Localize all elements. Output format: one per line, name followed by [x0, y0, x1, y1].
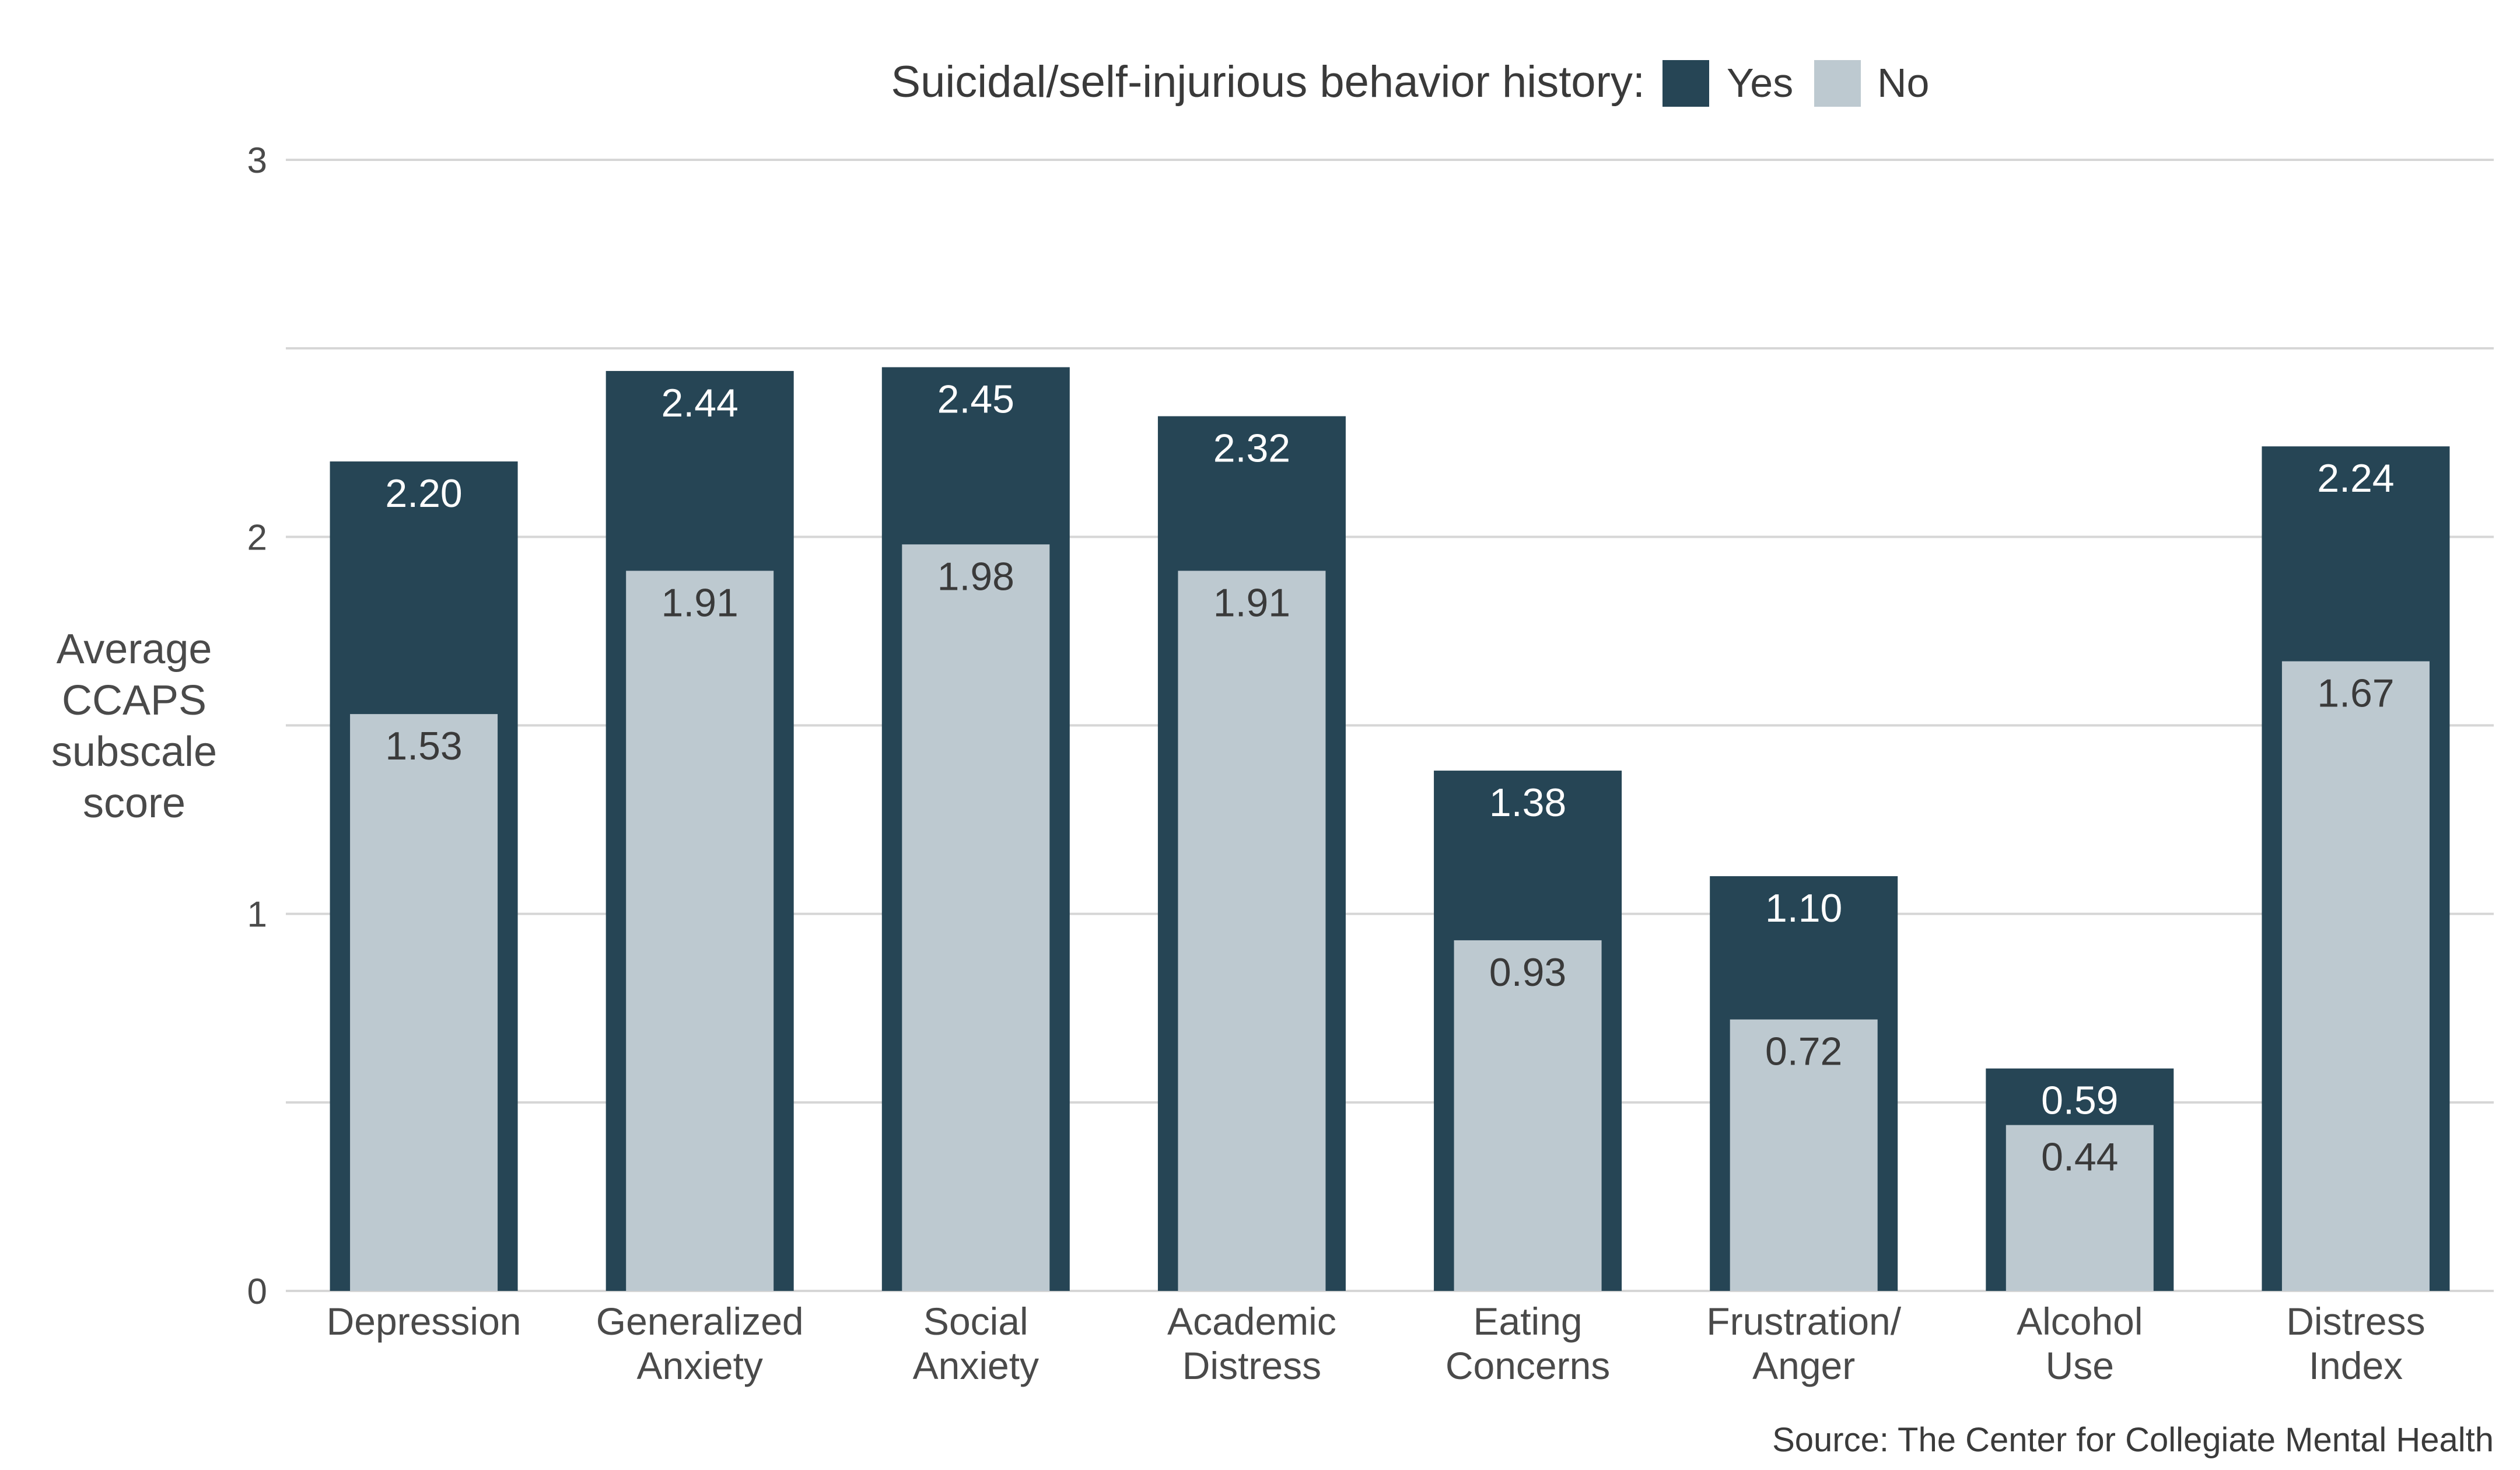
x-tick-label: Distress Index — [2286, 1300, 2425, 1387]
bar-no — [1730, 1019, 1878, 1291]
y-tick-label: 2 — [247, 517, 267, 558]
x-tick-label: Eating Concerns — [1446, 1300, 1610, 1387]
bar-no — [2006, 1125, 2154, 1291]
legend-title: Suicidal/self-injurious behavior history… — [891, 57, 1645, 107]
legend-label-no: No — [1877, 60, 1929, 106]
data-label-yes: 2.32 — [1213, 426, 1290, 471]
x-tick-label: Academic Distress — [1167, 1300, 1336, 1387]
y-tick-label: 0 — [247, 1272, 267, 1312]
axes: 0 1 2 3 Average CCAPS subscale score Depression G… — [51, 141, 2426, 1387]
data-label-no: 0.93 — [1489, 950, 1566, 995]
source-note: Source: The Center for Collegiate Mental… — [1772, 1421, 2494, 1459]
x-tick-label: Social Anxiety — [913, 1300, 1039, 1387]
x-tick-label: Alcohol Use — [2017, 1300, 2143, 1387]
data-label-yes: 2.45 — [937, 377, 1014, 421]
data-label-no: 1.67 — [2317, 671, 2394, 716]
y-tick-label: 3 — [247, 141, 267, 181]
bar-no — [902, 544, 1050, 1291]
x-tick-label: Depression — [327, 1300, 522, 1343]
bar-no — [626, 570, 774, 1291]
legend-label-yes: Yes — [1727, 60, 1793, 106]
data-label-yes: 1.10 — [1765, 886, 1842, 930]
data-label-no: 0.72 — [1765, 1030, 1842, 1074]
bars — [330, 367, 2450, 1292]
data-labels: 2.20 1.53 2.44 1.91 2.45 1.98 2.32 1.91 1.38 0.93… — [385, 377, 2394, 1179]
data-label-yes: 2.24 — [2317, 456, 2394, 501]
bar-no — [2281, 661, 2430, 1291]
x-tick-label: Frustration/Anger — [1706, 1300, 1901, 1387]
legend-swatch-yes — [1662, 60, 1709, 107]
bar-no — [1178, 570, 1326, 1291]
bar-no — [1454, 940, 1602, 1291]
y-axis-title: Average CCAPS subscale score — [51, 626, 217, 827]
x-tick-label: Generalized Anxiety — [596, 1300, 804, 1387]
data-label-yes: 2.44 — [662, 381, 738, 425]
legend: Suicidal/self-injurious behavior history… — [891, 57, 1929, 107]
data-label-no: 1.98 — [937, 554, 1014, 598]
data-label-yes: 2.20 — [385, 471, 462, 516]
data-label-no: 1.91 — [662, 581, 738, 625]
data-label-no: 0.44 — [2041, 1135, 2118, 1180]
data-label-no: 1.53 — [385, 724, 462, 768]
data-label-yes: 0.59 — [2041, 1079, 2118, 1123]
data-label-yes: 1.38 — [1489, 780, 1566, 825]
data-label-no: 1.91 — [1213, 581, 1290, 625]
bar-no — [350, 714, 498, 1291]
legend-swatch-no — [1814, 60, 1861, 107]
y-tick-label: 1 — [247, 895, 267, 935]
